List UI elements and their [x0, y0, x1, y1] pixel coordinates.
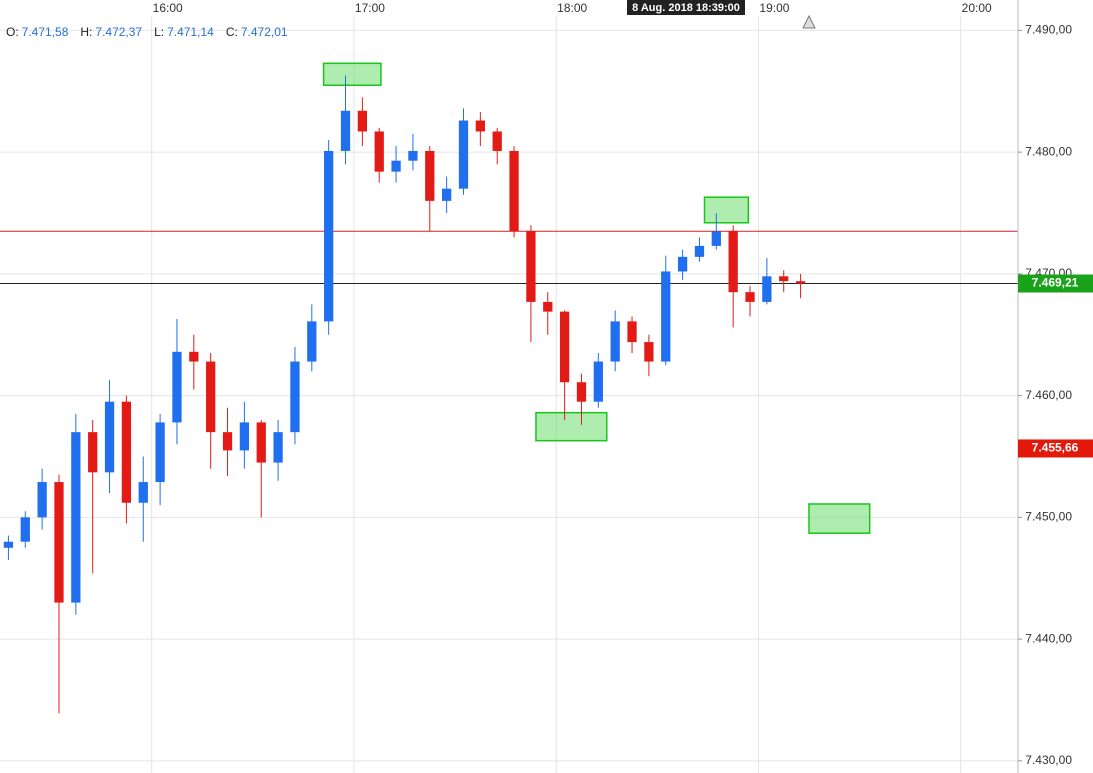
candle-body: [661, 271, 671, 362]
y-tick-label: 7.450,00: [1025, 510, 1072, 524]
candle-body: [155, 422, 165, 483]
candle-body: [475, 120, 485, 132]
price-label: 7.455,66: [1032, 441, 1079, 455]
x-tick-label: 17:00: [355, 1, 385, 15]
candle-body: [425, 150, 435, 201]
crosshair-label-bg: [627, 0, 745, 15]
candle-body: [711, 231, 721, 246]
candle-body: [762, 276, 772, 302]
grid: [0, 16, 1018, 773]
candle-body: [408, 150, 418, 161]
plot: [0, 62, 1018, 714]
info-value: 7.472,37: [95, 25, 142, 39]
price-label: 7.469,21: [1032, 276, 1079, 290]
info-label: O:: [6, 25, 19, 39]
info-value: 7.472,01: [241, 25, 288, 39]
x-tick-label: 16:00: [153, 1, 183, 15]
candle-body: [559, 311, 570, 383]
candle-body: [795, 281, 806, 284]
candle-body: [71, 432, 81, 603]
axes: 7.430,007.440,007.450,007.460,007.470,00…: [153, 1, 1093, 767]
candle-body: [526, 231, 536, 302]
price-label-bg: [1018, 439, 1093, 458]
candle-body: [543, 301, 553, 312]
crosshair-box: 8 Aug. 2018 18:39:00: [627, 0, 745, 15]
x-tick-label: 20:00: [962, 1, 992, 15]
candle-body: [644, 342, 654, 362]
y-tick-label: 7.440,00: [1025, 631, 1072, 645]
info-label: L:: [154, 25, 164, 39]
candle-body: [677, 256, 688, 272]
info-value: 7.471,58: [22, 25, 69, 39]
price-label-bg: [1018, 274, 1093, 293]
candle-body: [20, 517, 30, 542]
candle-body: [121, 401, 132, 503]
candle-body: [458, 120, 469, 189]
candle-body: [104, 401, 115, 473]
candle-body: [239, 422, 250, 451]
candle-body: [442, 188, 452, 201]
candle-body: [340, 110, 351, 151]
y-tick-label: 7.480,00: [1025, 144, 1072, 158]
zone[interactable]: [535, 411, 608, 442]
candle-body: [307, 321, 317, 362]
candle-body: [745, 292, 755, 302]
y-tick-label: 7.490,00: [1025, 23, 1072, 37]
zone[interactable]: [322, 62, 382, 86]
candle-body: [576, 382, 587, 402]
candle-body: [593, 361, 603, 402]
candle-body: [138, 482, 148, 503]
y-tick-label: 7.460,00: [1025, 388, 1072, 402]
candle-body: [357, 110, 368, 132]
x-tick-label: 19:00: [759, 1, 789, 15]
candle-body: [3, 541, 14, 548]
x-tick-label: 18:00: [557, 1, 587, 15]
candle-body: [189, 351, 199, 362]
candle-body: [728, 231, 738, 293]
zone[interactable]: [808, 503, 871, 534]
scroll-marker[interactable]: [802, 14, 816, 29]
candle-body: [627, 321, 637, 343]
candle-body: [492, 131, 502, 151]
ohlc-header: O: 7.471,58 H: 7.472,37 L: 7.471,14 C: 7.472,01: [6, 25, 288, 39]
candle-body: [273, 432, 283, 463]
candle-body: [172, 351, 182, 423]
candle-body: [694, 245, 705, 257]
info-label: C:: [226, 25, 238, 39]
candle-body: [290, 361, 300, 433]
candle-body: [610, 321, 620, 362]
info-label: H:: [80, 25, 92, 39]
info-value: 7.471,14: [167, 25, 214, 39]
candle-body: [256, 422, 266, 463]
zone[interactable]: [703, 196, 750, 224]
candle-body: [88, 432, 98, 473]
candle-body: [206, 361, 216, 433]
candle-body: [779, 276, 789, 282]
candle-body: [374, 131, 384, 172]
candle-body: [509, 150, 519, 232]
candle-body: [54, 482, 64, 603]
candle-body: [222, 432, 233, 451]
candle-body: [324, 150, 334, 322]
y-tick-label: 7.430,00: [1025, 753, 1072, 767]
crosshair-label: 8 Aug. 2018 18:39:00: [632, 2, 740, 14]
candle-body: [391, 160, 401, 172]
candle-body: [37, 482, 47, 518]
